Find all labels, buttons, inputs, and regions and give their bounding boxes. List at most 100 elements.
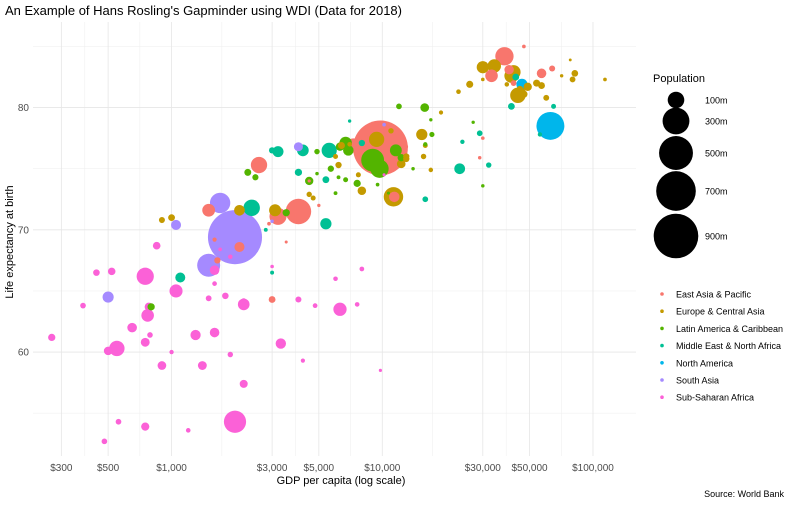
data-point xyxy=(284,240,288,244)
data-point xyxy=(268,296,276,303)
data-point xyxy=(428,167,434,173)
color-legend-key xyxy=(660,309,664,314)
data-point xyxy=(267,221,271,226)
data-point xyxy=(327,165,334,172)
data-point xyxy=(569,76,576,83)
x-tick-label: $3,000 xyxy=(257,463,288,474)
data-point xyxy=(357,186,367,195)
color-legend-label: East Asia & Pacific xyxy=(676,290,752,300)
data-point xyxy=(456,89,461,94)
data-point xyxy=(103,346,113,356)
data-point xyxy=(333,153,339,159)
data-point xyxy=(523,82,532,91)
data-point xyxy=(343,177,349,183)
data-point xyxy=(207,210,263,265)
data-point xyxy=(157,361,167,370)
data-point xyxy=(310,195,316,201)
data-point xyxy=(312,303,318,309)
data-point xyxy=(268,147,276,154)
data-point xyxy=(336,175,341,180)
data-point xyxy=(48,333,56,342)
data-point xyxy=(101,438,108,445)
color-legend-label: Middle East & North Africa xyxy=(676,341,781,351)
data-point xyxy=(504,82,510,87)
point-layer xyxy=(48,44,607,445)
data-point xyxy=(343,145,354,156)
data-point xyxy=(429,131,435,138)
data-point xyxy=(136,267,154,285)
data-point xyxy=(175,272,186,283)
chart-title: An Example of Hans Rosling's Gapminder u… xyxy=(5,3,402,18)
data-point xyxy=(568,58,572,62)
data-point xyxy=(420,153,427,160)
color-legend-label: South Asia xyxy=(676,376,719,386)
data-point xyxy=(333,276,338,282)
data-point xyxy=(537,132,543,137)
y-tick-label: 60 xyxy=(18,348,30,359)
size-legend-label: 700m xyxy=(705,187,728,197)
data-point xyxy=(317,203,321,208)
data-point xyxy=(171,219,182,230)
data-point xyxy=(147,303,155,311)
data-point xyxy=(243,199,260,217)
data-point xyxy=(476,61,489,74)
y-axis-label: Life expectancy at birth xyxy=(4,185,16,298)
x-tick-label: $30,000 xyxy=(465,463,502,474)
data-point xyxy=(228,254,233,259)
data-point xyxy=(241,298,247,304)
size-legend-key xyxy=(667,91,685,109)
data-point xyxy=(169,349,174,355)
data-point xyxy=(397,154,405,162)
data-point xyxy=(147,332,153,338)
data-point xyxy=(477,155,482,160)
data-point xyxy=(250,156,268,174)
data-point xyxy=(223,410,247,433)
data-point xyxy=(300,358,305,363)
data-point xyxy=(141,309,154,322)
data-point xyxy=(307,179,311,183)
data-point xyxy=(314,148,320,155)
size-legend: 100m 300m 500m 700m 900m xyxy=(653,91,728,259)
data-point xyxy=(454,163,466,175)
data-point xyxy=(382,122,386,127)
data-point xyxy=(80,302,86,309)
y-tick-label: 70 xyxy=(18,225,30,236)
data-point xyxy=(152,241,161,250)
data-point xyxy=(239,379,248,388)
data-point xyxy=(359,266,365,272)
color-legend-key xyxy=(660,343,664,348)
data-point xyxy=(487,59,501,73)
size-legend-key xyxy=(656,171,696,211)
data-point xyxy=(404,144,409,149)
data-point xyxy=(212,281,217,286)
data-point xyxy=(559,74,564,78)
data-point xyxy=(227,351,234,358)
data-point xyxy=(481,184,485,188)
data-point xyxy=(347,141,352,147)
color-legend-key xyxy=(660,326,664,331)
data-point xyxy=(378,368,383,373)
color-legend-key xyxy=(660,378,664,382)
data-point xyxy=(214,257,221,264)
x-axis-label: GDP per capita (log scale) xyxy=(277,475,406,487)
data-point xyxy=(109,340,125,357)
data-point xyxy=(549,65,556,72)
size-legend-label: 900m xyxy=(705,232,728,242)
color-legend-label: Sub-Saharan Africa xyxy=(676,393,754,403)
data-point xyxy=(389,144,402,157)
data-point xyxy=(272,146,284,158)
data-point xyxy=(429,118,433,122)
data-point xyxy=(158,217,165,224)
data-point xyxy=(460,139,465,144)
data-point xyxy=(306,191,312,198)
data-point xyxy=(388,128,394,134)
size-legend-label: 300m xyxy=(705,117,728,127)
data-point xyxy=(270,219,274,224)
data-point xyxy=(315,171,319,176)
data-point xyxy=(396,103,402,110)
data-point xyxy=(386,191,390,195)
color-legend-key xyxy=(660,361,664,365)
data-point xyxy=(205,295,212,302)
